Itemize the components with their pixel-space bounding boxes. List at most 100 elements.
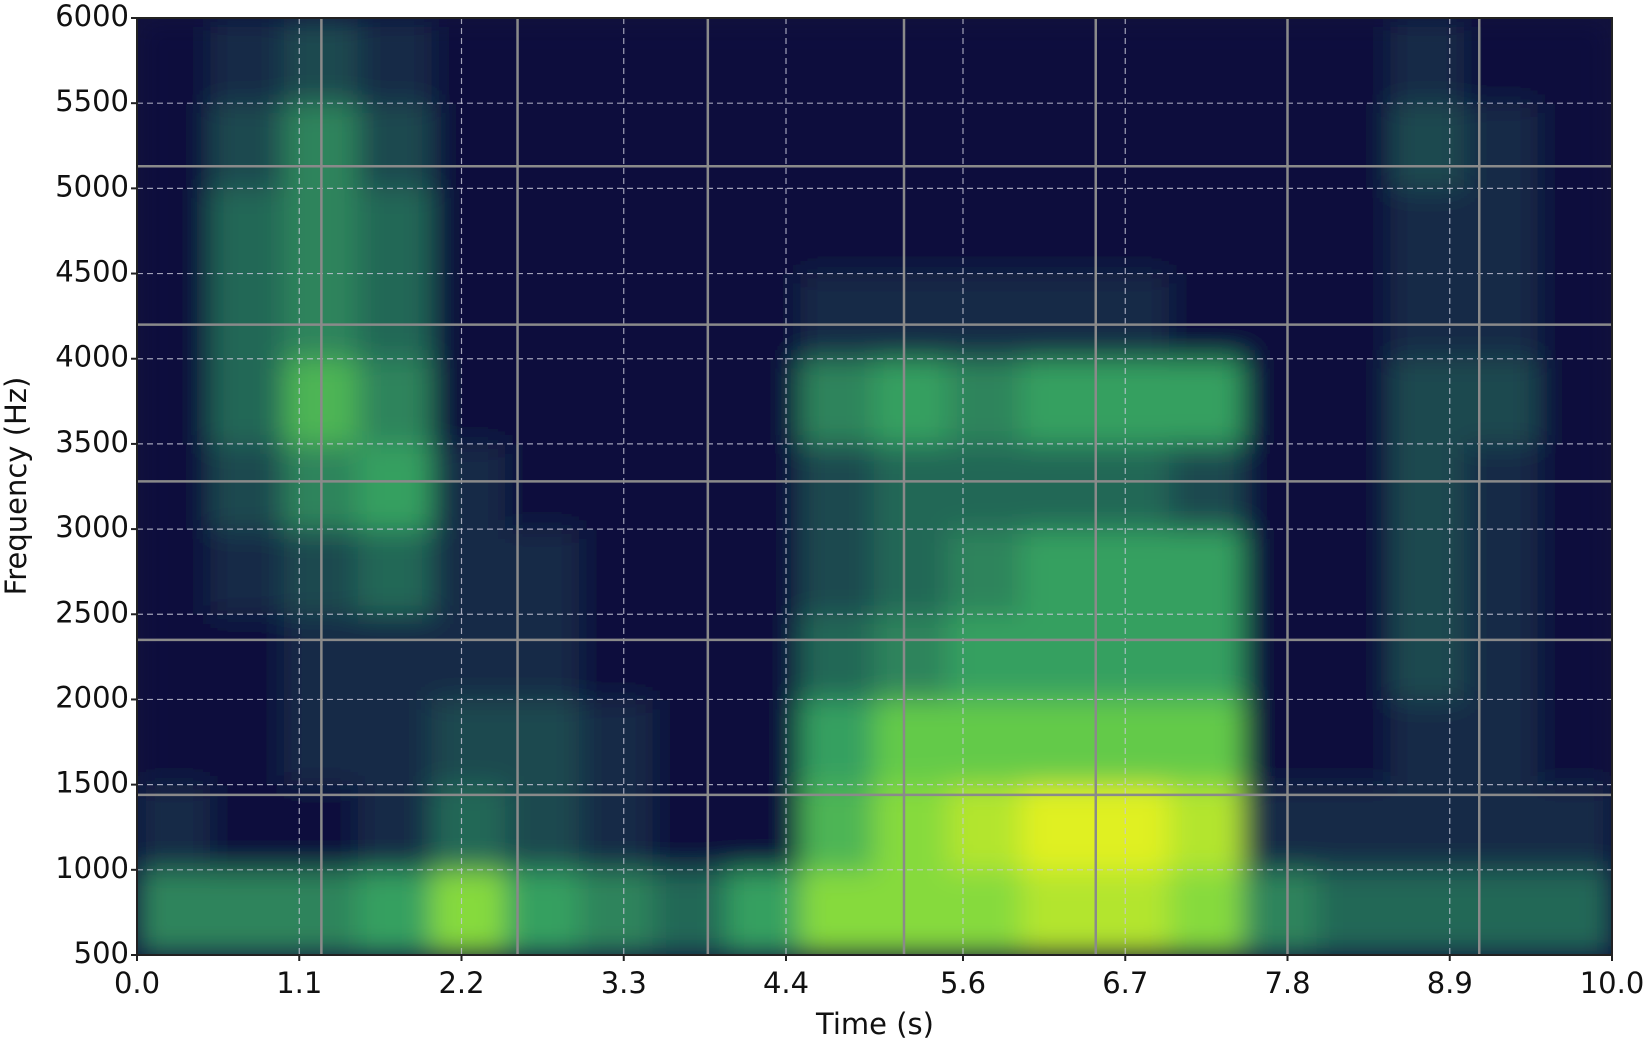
heatmap-cell [652, 698, 728, 786]
heatmap-cell [800, 698, 875, 786]
heatmap-cell [137, 698, 212, 786]
heatmap-cell [1316, 102, 1392, 189]
heatmap-cell [874, 273, 949, 360]
y-tick-label: 500 [74, 936, 129, 970]
heatmap-cell [579, 528, 654, 615]
y-tick-label: 6000 [55, 0, 129, 33]
heatmap-cell [431, 698, 507, 786]
heatmap-cell [652, 784, 728, 871]
heatmap-cell [579, 443, 654, 530]
heatmap-cell [726, 273, 802, 360]
heatmap-cell [1537, 102, 1612, 189]
heatmap-cell [357, 784, 433, 871]
heatmap-cell [1464, 869, 1539, 955]
heatmap-cell [652, 613, 728, 700]
y-tick-label: 3500 [55, 425, 129, 459]
heatmap-cell [210, 18, 285, 104]
heatmap-cell [579, 102, 654, 189]
heatmap-cell [210, 443, 285, 530]
heatmap-cell [1021, 273, 1097, 360]
heatmap-cell [357, 869, 433, 955]
heatmap-cell [1021, 443, 1097, 530]
heatmap-cell [726, 358, 802, 445]
heatmap-cell [579, 273, 654, 360]
heatmap-cell [1242, 613, 1318, 700]
heatmap-cell [1464, 102, 1539, 189]
heatmap-cell [1169, 102, 1244, 189]
heatmap-cell [579, 698, 654, 786]
x-tick-label: 7.8 [1264, 966, 1310, 1000]
x-tick-label: 4.4 [763, 966, 809, 1000]
heatmap-cell [1316, 869, 1392, 955]
heatmap-cell [431, 869, 507, 955]
heatmap-cell [652, 18, 728, 104]
x-tick-label: 3.3 [601, 966, 647, 1000]
heatmap-cell [1464, 443, 1539, 530]
heatmap-cell [137, 528, 212, 615]
heatmap-cell [1242, 187, 1318, 275]
x-tick-label: 0.0 [114, 966, 160, 1000]
heatmap-cell [1095, 613, 1170, 700]
heatmap-cell [1316, 784, 1392, 871]
heatmap-cell [579, 784, 654, 871]
heatmap-cell [1242, 698, 1318, 786]
heatmap-cell [1021, 18, 1097, 104]
heatmap-cell [947, 698, 1023, 786]
heatmap-cell [1390, 187, 1465, 275]
heatmap-cell [800, 18, 875, 104]
y-tick-label: 4000 [55, 340, 129, 374]
heatmap-cell [1021, 528, 1097, 615]
heatmap-cell [652, 358, 728, 445]
heatmap-cell [1537, 528, 1612, 615]
heatmap-cell [1095, 102, 1170, 189]
heatmap-cell [1537, 869, 1612, 955]
heatmap-cell [726, 443, 802, 530]
heatmap-cell [1095, 443, 1170, 530]
heatmap-cell [874, 784, 949, 871]
heatmap-cell [1316, 273, 1392, 360]
heatmap-cell [874, 443, 949, 530]
y-axis-label: Frequency (Hz) [0, 377, 33, 596]
heatmap-cell [1021, 102, 1097, 189]
heatmap-cell [357, 273, 433, 360]
heatmap-cell [579, 18, 654, 104]
heatmap-cell [1242, 358, 1318, 445]
heatmap-cell [874, 18, 949, 104]
heatmap-cell [800, 102, 875, 189]
heatmap-cell [1390, 102, 1465, 189]
heatmap-cell [210, 784, 285, 871]
heatmap-cell [1242, 869, 1318, 955]
heatmap-cell [1169, 613, 1244, 700]
heatmap-cell [1537, 187, 1612, 275]
heatmap-cell [726, 698, 802, 786]
heatmap-cell [947, 102, 1023, 189]
heatmap-cell [874, 187, 949, 275]
heatmap-cell [1095, 18, 1170, 104]
heatmap-cell [137, 18, 212, 104]
heatmap-cell [652, 528, 728, 615]
heatmap-cell [1169, 358, 1244, 445]
heatmap-cell [137, 102, 212, 189]
heatmap-cell [1169, 187, 1244, 275]
heatmap-cell [1095, 528, 1170, 615]
heatmap-cell [1316, 528, 1392, 615]
heatmap-cell [947, 869, 1023, 955]
heatmap-cell [1095, 273, 1170, 360]
heatmap-cell [1464, 698, 1539, 786]
heatmap-cell [137, 869, 212, 955]
y-tick-label: 2000 [55, 680, 129, 714]
heatmap-cell [1095, 784, 1170, 871]
heatmap-cell [210, 613, 285, 700]
heatmap-cell [1242, 784, 1318, 871]
heatmap-cell [800, 528, 875, 615]
x-tick-label: 8.9 [1427, 966, 1473, 1000]
heatmap-cell [1021, 358, 1097, 445]
heatmap-cell [1537, 358, 1612, 445]
x-tick-label: 5.6 [940, 966, 986, 1000]
heatmap-cell [1464, 613, 1539, 700]
heatmap-cell [210, 102, 285, 189]
heatmap-cell [1537, 443, 1612, 530]
heatmap-cell [579, 869, 654, 955]
heatmap-cell [1390, 698, 1465, 786]
